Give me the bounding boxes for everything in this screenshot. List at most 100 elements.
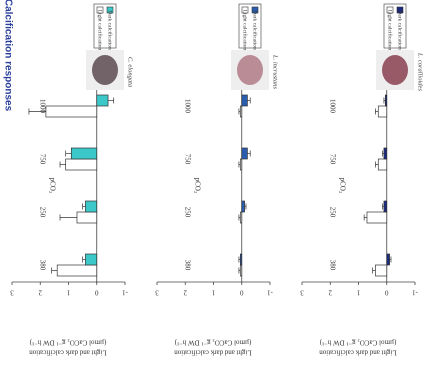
- legend-swatch: [96, 6, 104, 14]
- bar: [375, 264, 388, 277]
- y-axis-title: Light and dark calcification: [319, 348, 397, 356]
- legend-swatch: [251, 6, 259, 14]
- y-tick-label: -1: [412, 288, 418, 296]
- y-tick-label: -1: [267, 288, 273, 296]
- error-bar: [375, 161, 379, 168]
- y-tick-label: 1: [211, 288, 215, 296]
- legend-swatch: [241, 6, 249, 14]
- error-bar: [65, 150, 72, 157]
- legend-label: Dark calcification: [397, 10, 404, 50]
- bar: [239, 264, 243, 277]
- y-tick-label: 3: [10, 288, 14, 296]
- legend: Light calcification Dark calcification: [93, 3, 117, 51]
- chart-title: Calcification responses: [2, 0, 13, 112]
- legend-swatch: [396, 6, 404, 14]
- legend-label: Light calcification: [242, 10, 249, 51]
- legend-label: Dark calcification: [107, 10, 114, 50]
- specimen-blob: [237, 55, 263, 85]
- bar: [383, 200, 388, 213]
- error-bar: [382, 150, 384, 157]
- bar: [383, 147, 388, 160]
- error-bar: [51, 267, 58, 274]
- specimen-blob: [382, 55, 408, 85]
- y-tick-label: 2: [38, 288, 42, 296]
- error-bar: [363, 214, 367, 221]
- specimen-image: [376, 50, 414, 90]
- y-tick-label: 2: [328, 288, 332, 296]
- error-bar: [244, 203, 247, 210]
- legend-box: [383, 3, 407, 49]
- x-axis-title: pCO₂: [338, 178, 346, 194]
- y-tick-label: 0: [385, 288, 389, 296]
- error-bar: [108, 97, 115, 104]
- bar: [384, 94, 388, 107]
- y-tick-label: 3: [300, 288, 304, 296]
- legend-swatch: [106, 6, 114, 14]
- y-axis-unit: (µmol CaCO₃ g⁻¹ DW h⁻¹): [319, 338, 396, 346]
- y-axis-unit: (µmol CaCO₃ g⁻¹ DW h⁻¹): [29, 338, 106, 346]
- error-bar: [59, 214, 77, 221]
- legend: Light calcification Dark calcification: [383, 3, 407, 51]
- legend-label: Light calcification: [387, 10, 394, 51]
- bar: [96, 94, 109, 107]
- x-axis-title: pCO₂: [48, 178, 56, 194]
- legend-label: Light calcification: [97, 10, 104, 51]
- bar: [366, 211, 388, 224]
- bar: [239, 105, 243, 118]
- bar: [241, 94, 248, 107]
- x-tick-label: 750: [328, 154, 336, 165]
- bar: [377, 105, 388, 118]
- x-tick-label: 1000: [38, 99, 46, 114]
- species-caption: L. corallioides: [417, 52, 424, 91]
- bar: [76, 211, 98, 224]
- y-tick-label: -1: [122, 288, 128, 296]
- x-tick-label: 380: [38, 260, 46, 271]
- specimen-image: [231, 50, 269, 90]
- species-caption: L. incrustans: [272, 54, 279, 89]
- x-tick-label: 250: [328, 207, 336, 218]
- error-bar: [247, 97, 251, 104]
- error-bar: [238, 108, 241, 115]
- bar: [239, 158, 243, 171]
- legend-swatch: [386, 6, 394, 14]
- x-axis-title: pCO₂: [193, 178, 201, 194]
- x-tick-label: 1000: [183, 99, 191, 114]
- error-bar: [383, 97, 386, 104]
- specimen-image: [86, 50, 124, 90]
- bar: [239, 253, 243, 266]
- error-bar: [382, 203, 384, 210]
- bar: [241, 147, 248, 160]
- error-bar: [238, 267, 241, 274]
- error-bar: [247, 150, 251, 157]
- x-tick-label: 1000: [328, 99, 336, 114]
- y-axis-title: Light and dark calcification: [174, 348, 252, 356]
- bar: [239, 211, 243, 224]
- error-bar: [28, 108, 46, 115]
- error-bar: [238, 161, 241, 168]
- bar: [85, 253, 98, 266]
- x-tick-label: 380: [328, 260, 336, 271]
- y-axis-unit: (µmol CaCO₃ g⁻¹ DW h⁻¹): [174, 338, 251, 346]
- error-bar: [238, 256, 241, 263]
- x-tick-label: 750: [38, 154, 46, 165]
- error-bar: [82, 203, 86, 210]
- y-tick-label: 2: [183, 288, 187, 296]
- y-tick-label: 3: [155, 288, 159, 296]
- legend-box: [93, 3, 117, 49]
- bar: [70, 147, 98, 160]
- y-tick-label: 1: [356, 288, 360, 296]
- x-tick-label: 250: [183, 207, 191, 218]
- y-tick-label: 1: [66, 288, 70, 296]
- y-axis-title: Light and dark calcification: [29, 348, 107, 356]
- legend-box: [238, 3, 262, 49]
- y-tick-label: 0: [95, 288, 99, 296]
- error-bar: [375, 108, 379, 115]
- error-bar: [59, 161, 66, 168]
- bar: [56, 264, 98, 277]
- legend: Light calcification Dark calcification: [238, 3, 262, 51]
- x-tick-label: 750: [183, 154, 191, 165]
- species-caption: C. elongata: [127, 57, 134, 87]
- bar: [241, 200, 245, 213]
- error-bar: [372, 267, 376, 274]
